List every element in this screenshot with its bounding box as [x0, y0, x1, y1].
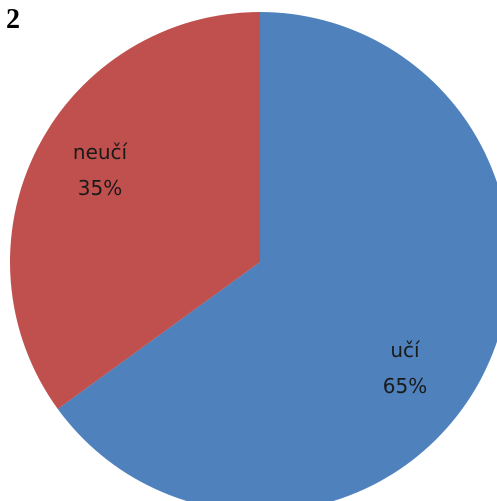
slice-label-uci: učí — [390, 338, 421, 362]
slice-label-neuci: neučí — [73, 140, 129, 164]
figure-number: 2 — [6, 4, 20, 35]
slice-percent-uci: 65% — [383, 374, 427, 398]
slice-percent-neuci: 35% — [78, 176, 122, 200]
pie-slice-neuci — [10, 12, 260, 409]
pie-slice-uci — [57, 12, 497, 501]
